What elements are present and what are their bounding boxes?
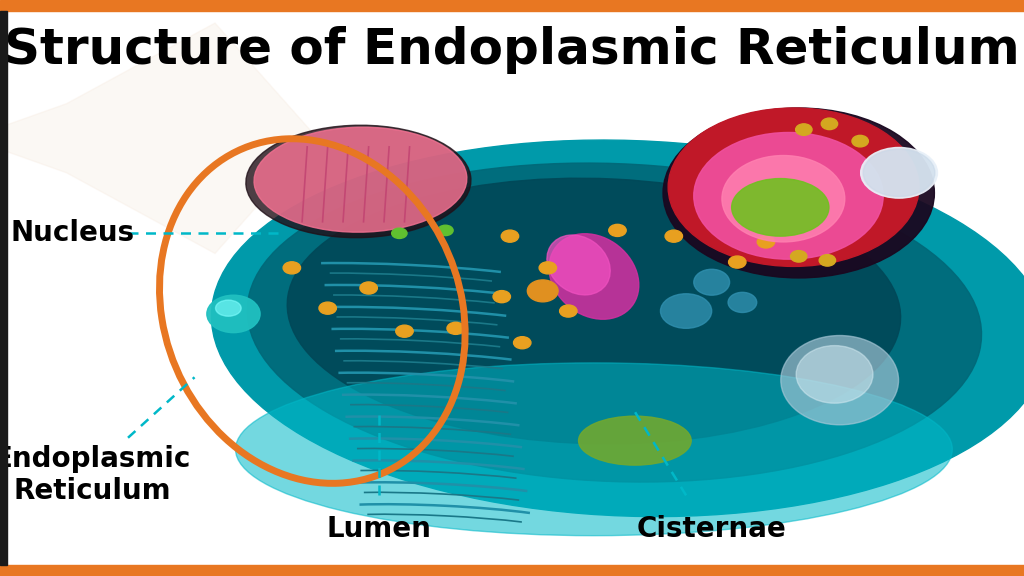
Ellipse shape (758, 236, 774, 248)
Ellipse shape (608, 225, 626, 237)
Ellipse shape (502, 230, 518, 242)
Ellipse shape (254, 127, 467, 232)
Ellipse shape (560, 305, 578, 317)
Ellipse shape (246, 125, 471, 238)
Ellipse shape (360, 282, 377, 294)
Ellipse shape (821, 118, 838, 130)
Ellipse shape (791, 251, 807, 262)
Ellipse shape (446, 323, 465, 334)
Ellipse shape (722, 156, 845, 242)
Ellipse shape (247, 163, 982, 482)
Ellipse shape (863, 149, 935, 196)
Ellipse shape (547, 235, 610, 295)
Ellipse shape (660, 294, 712, 328)
Ellipse shape (731, 179, 829, 236)
Ellipse shape (215, 300, 242, 316)
Ellipse shape (694, 132, 883, 259)
Ellipse shape (395, 325, 414, 338)
Ellipse shape (283, 262, 301, 274)
Ellipse shape (438, 225, 453, 236)
Ellipse shape (494, 290, 510, 303)
Ellipse shape (579, 416, 691, 465)
Ellipse shape (211, 140, 1024, 517)
Ellipse shape (860, 147, 938, 198)
Text: Nucleus: Nucleus (10, 219, 134, 247)
Ellipse shape (797, 346, 872, 403)
Ellipse shape (729, 256, 745, 268)
Ellipse shape (319, 302, 336, 314)
Ellipse shape (514, 336, 530, 348)
Ellipse shape (666, 230, 682, 242)
Ellipse shape (664, 108, 935, 278)
Ellipse shape (796, 124, 812, 135)
Polygon shape (0, 23, 317, 253)
Text: Structure of Endoplasmic Reticulum: Structure of Endoplasmic Reticulum (4, 26, 1020, 74)
Ellipse shape (549, 234, 639, 319)
Ellipse shape (852, 135, 868, 147)
Text: Lumen: Lumen (327, 515, 431, 543)
Ellipse shape (819, 255, 836, 266)
Ellipse shape (780, 335, 899, 425)
Text: Cisternae: Cisternae (637, 515, 786, 543)
Ellipse shape (287, 178, 901, 444)
Ellipse shape (391, 228, 408, 238)
Ellipse shape (694, 270, 729, 295)
Ellipse shape (527, 280, 558, 302)
Ellipse shape (236, 363, 952, 536)
Ellipse shape (207, 295, 260, 333)
Ellipse shape (728, 293, 757, 312)
Ellipse shape (540, 262, 557, 274)
Ellipse shape (669, 108, 920, 266)
Text: Endoplasmic
Reticulum: Endoplasmic Reticulum (0, 445, 190, 505)
